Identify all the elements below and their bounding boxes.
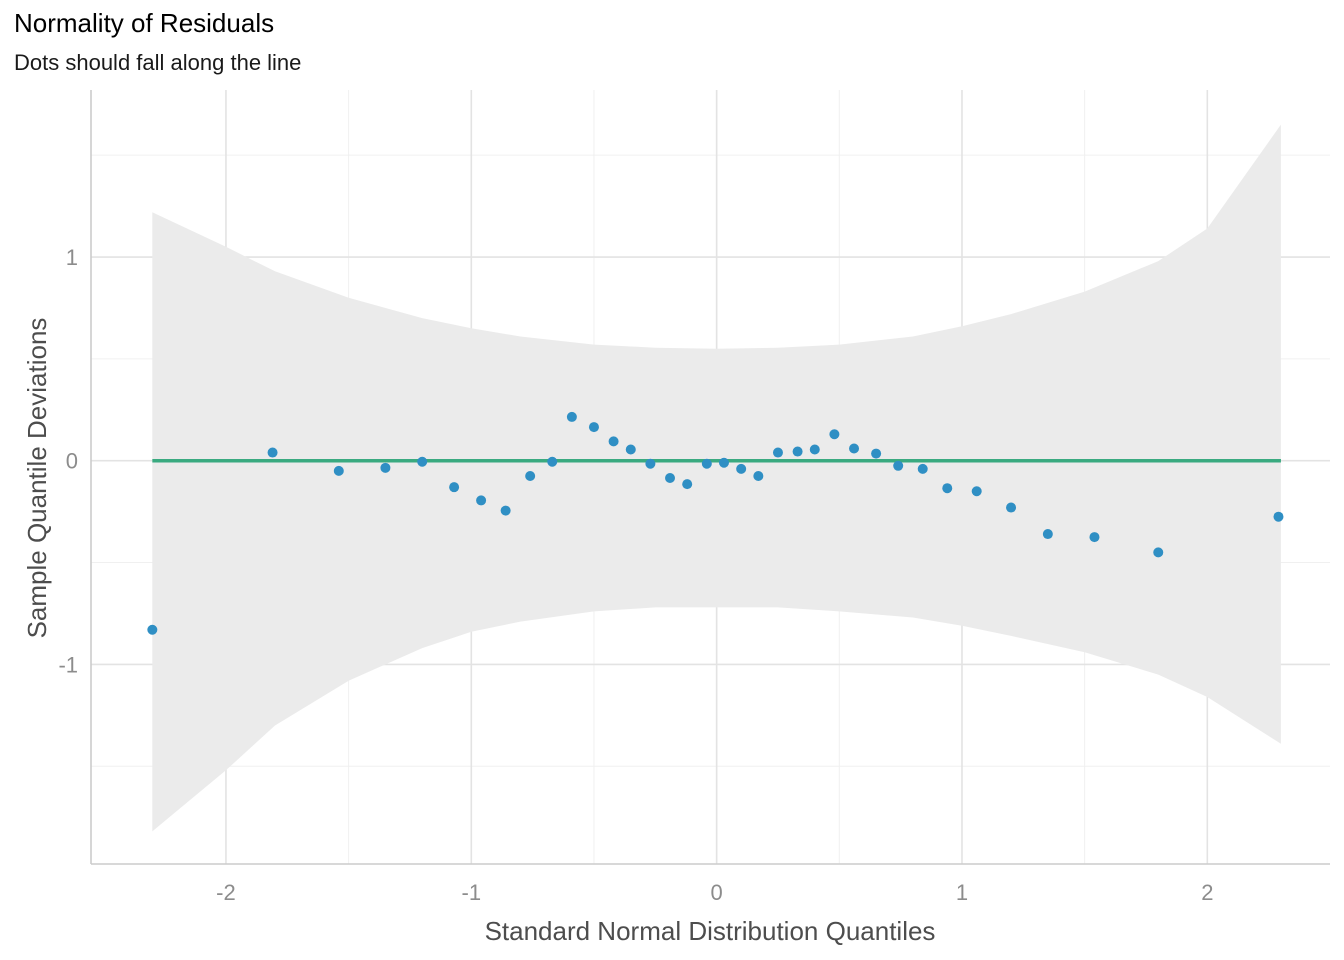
data-point	[147, 624, 158, 635]
data-point	[449, 482, 460, 493]
data-point	[625, 444, 636, 455]
data-point	[608, 436, 619, 447]
data-point	[476, 495, 487, 506]
data-point	[772, 447, 783, 458]
y-axis-ticks: -1 0 1	[58, 245, 78, 677]
chart-title: Normality of Residuals	[14, 8, 275, 38]
data-point	[1089, 532, 1100, 543]
y-tick-label: 1	[66, 245, 78, 270]
x-tick-label: 1	[956, 880, 968, 905]
data-point	[829, 429, 840, 440]
x-axis-ticks: -2 -1 0 1 2	[216, 880, 1213, 905]
y-axis-title: Sample Quantile Deviations	[22, 318, 52, 639]
data-point	[645, 458, 656, 469]
data-point	[417, 456, 428, 467]
data-point	[753, 470, 764, 481]
residual-points	[147, 411, 1284, 635]
data-point	[942, 483, 953, 494]
x-tick-label: -2	[216, 880, 236, 905]
data-point	[380, 462, 391, 473]
data-point	[1153, 547, 1164, 558]
data-point	[333, 465, 344, 476]
data-point	[917, 463, 928, 474]
data-point	[588, 422, 599, 433]
chart-subtitle: Dots should fall along the line	[14, 50, 302, 75]
data-point	[665, 473, 676, 484]
x-tick-label: 0	[711, 880, 723, 905]
data-point	[682, 479, 693, 490]
x-tick-label: 2	[1201, 880, 1213, 905]
data-point	[1273, 511, 1284, 522]
data-point	[500, 505, 511, 516]
data-point	[736, 463, 747, 474]
confidence-band	[152, 124, 1281, 832]
data-point	[267, 447, 278, 458]
data-point	[849, 443, 860, 454]
data-point	[525, 470, 536, 481]
data-point	[701, 458, 712, 469]
data-point	[547, 456, 558, 467]
data-point	[871, 448, 882, 459]
x-axis-title: Standard Normal Distribution Quantiles	[485, 916, 936, 946]
data-point	[718, 457, 729, 468]
data-point	[893, 460, 904, 471]
y-tick-label: -1	[58, 652, 78, 677]
data-point	[566, 411, 577, 422]
x-tick-label: -1	[462, 880, 482, 905]
data-point	[792, 446, 803, 457]
data-point	[971, 486, 982, 497]
data-point	[1042, 529, 1053, 540]
data-point	[809, 444, 820, 455]
data-point	[1006, 502, 1017, 513]
y-tick-label: 0	[66, 449, 78, 474]
